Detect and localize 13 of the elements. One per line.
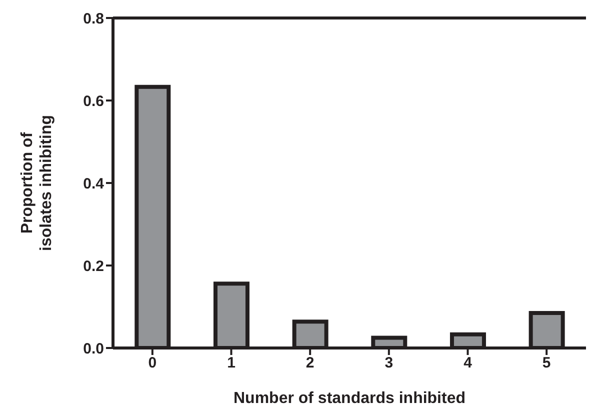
x-tick-label: 4 [464, 354, 473, 372]
x-tick-label: 3 [384, 354, 394, 372]
y-tick-label: 0.2 [83, 258, 104, 275]
y-tick-label: 0.0 [83, 340, 104, 358]
x-axis-title: Number of standards inhibited [233, 390, 466, 407]
x-tick-label: 0 [148, 354, 157, 372]
y-tick-label: 0.4 [83, 175, 105, 192]
x-tick-label: 1 [227, 354, 236, 372]
x-tick-label: 2 [306, 354, 314, 372]
x-tick-label: 5 [542, 354, 551, 372]
y-tick-label: 0.6 [83, 92, 104, 110]
y-tick-label: 0.8 [83, 10, 104, 28]
y-axis-title: Proportion of isolates inhibiting [19, 114, 55, 252]
